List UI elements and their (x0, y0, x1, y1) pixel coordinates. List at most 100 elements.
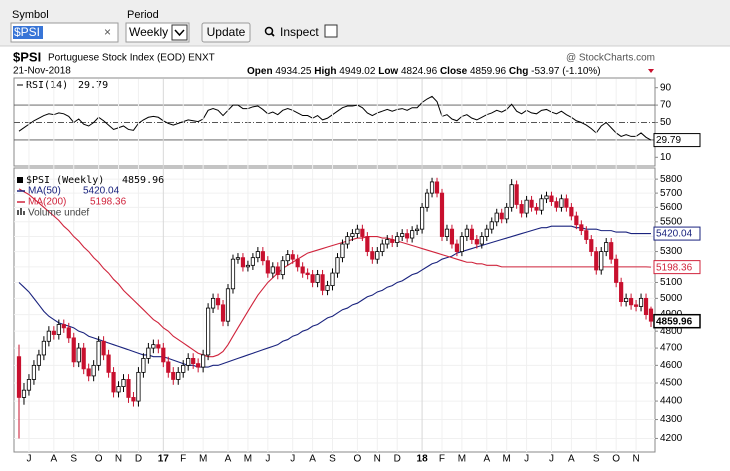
candle-body (355, 228, 360, 234)
candle-body (240, 257, 246, 268)
candle-body (215, 297, 221, 306)
candle-body (549, 195, 554, 203)
candle-body (280, 260, 285, 276)
header-date: 21-Nov-2018 (13, 66, 71, 77)
legend-last: 5420.04 (83, 186, 120, 197)
y-tick-label: 90 (660, 82, 672, 93)
inspect-checkbox[interactable] (324, 24, 338, 38)
update-label: Update (207, 25, 246, 39)
period-label: Period (127, 9, 159, 21)
candle-body (31, 364, 37, 380)
y-tick-label: 4200 (660, 433, 683, 444)
candle-body (434, 181, 440, 194)
candle-body (390, 239, 395, 243)
candle-body (559, 198, 564, 208)
y-tick-label: 5000 (660, 293, 683, 304)
x-tick-label: A (568, 454, 575, 465)
candle-body (619, 282, 624, 302)
header-source: @ StockCharts.com (566, 53, 655, 64)
candle-body (275, 266, 280, 276)
candle-body (66, 327, 71, 339)
volume-icon (20, 208, 22, 215)
value-box (653, 226, 701, 241)
y-tick-label: 4400 (660, 396, 683, 407)
candle-body (305, 272, 310, 276)
rsi-panel (13, 77, 656, 167)
candle-body (106, 354, 111, 373)
candle-body (624, 297, 629, 302)
x-tick-label: A (225, 454, 232, 465)
candle-body (633, 304, 639, 307)
candle-body (554, 201, 559, 208)
y-tick-label: 4300 (660, 414, 683, 425)
volume-icon (17, 210, 19, 215)
candle-body (609, 242, 614, 260)
series-last: 29.79 (78, 80, 108, 91)
volume-icon (23, 211, 25, 215)
candle-body (101, 340, 106, 356)
x-tick-label: M (503, 454, 511, 465)
candle-body (370, 251, 375, 260)
candle-body (81, 347, 86, 370)
candle-body (141, 358, 146, 373)
y-tick-label: 5700 (660, 188, 683, 199)
candle-body (614, 258, 619, 283)
candle-body (489, 221, 494, 230)
candle-body (599, 251, 604, 271)
candle-body (71, 337, 76, 363)
y-tick-label: 5500 (660, 216, 683, 227)
candle-body (325, 285, 330, 291)
legend-swatch (17, 177, 23, 183)
candle-body (176, 371, 181, 380)
candle-body (484, 228, 489, 237)
legend-last: 4859.96 (122, 175, 164, 186)
candle-body (265, 260, 270, 274)
candle-body (310, 274, 315, 283)
candle-body (151, 344, 156, 349)
y-tick-label: 4600 (660, 360, 683, 371)
candle-body (628, 297, 634, 306)
x-tick-label: O (95, 454, 103, 465)
period-value: Weekly (129, 25, 168, 39)
value-box-label: 5420.04 (656, 229, 693, 240)
candle-body (385, 239, 390, 245)
candle-body (171, 371, 176, 380)
x-tick-label: D (394, 454, 401, 465)
x-tick-label: A (309, 454, 316, 465)
legend-last: 5198.36 (90, 197, 127, 208)
candle-body (330, 272, 335, 287)
candle-body (161, 347, 166, 363)
candle-body (424, 192, 430, 208)
candle-body (509, 184, 514, 208)
candle-body (131, 397, 136, 402)
candle-body (544, 195, 549, 200)
update-button[interactable] (201, 22, 251, 43)
value-box-label: 4859.96 (656, 316, 693, 327)
candle-body (300, 266, 305, 274)
quote-value: 4949.02 (339, 66, 376, 77)
x-tick-label: 17 (158, 454, 170, 465)
candle-body (21, 389, 27, 398)
candle-body (584, 230, 589, 240)
select-arrow-box[interactable] (171, 24, 188, 41)
clear-icon[interactable]: × (104, 25, 111, 39)
x-tick-label: F (180, 454, 186, 465)
quote-value: 4859.96 (470, 66, 507, 77)
candle-body (210, 297, 216, 309)
select-arrow (174, 29, 185, 37)
candle-body (285, 254, 290, 262)
x-tick-label: M (244, 454, 252, 465)
candle-body (111, 371, 116, 393)
candle-body (464, 228, 469, 237)
value-box (653, 133, 701, 148)
candle-body (121, 379, 126, 387)
candle-body (36, 354, 42, 366)
x-tick-label: A (483, 454, 490, 465)
candle-body (499, 212, 504, 220)
candle-body (589, 239, 594, 252)
candle-body (539, 198, 544, 211)
candle-body (574, 215, 579, 226)
candle-body (410, 230, 415, 239)
x-tick-label: S (593, 454, 600, 465)
